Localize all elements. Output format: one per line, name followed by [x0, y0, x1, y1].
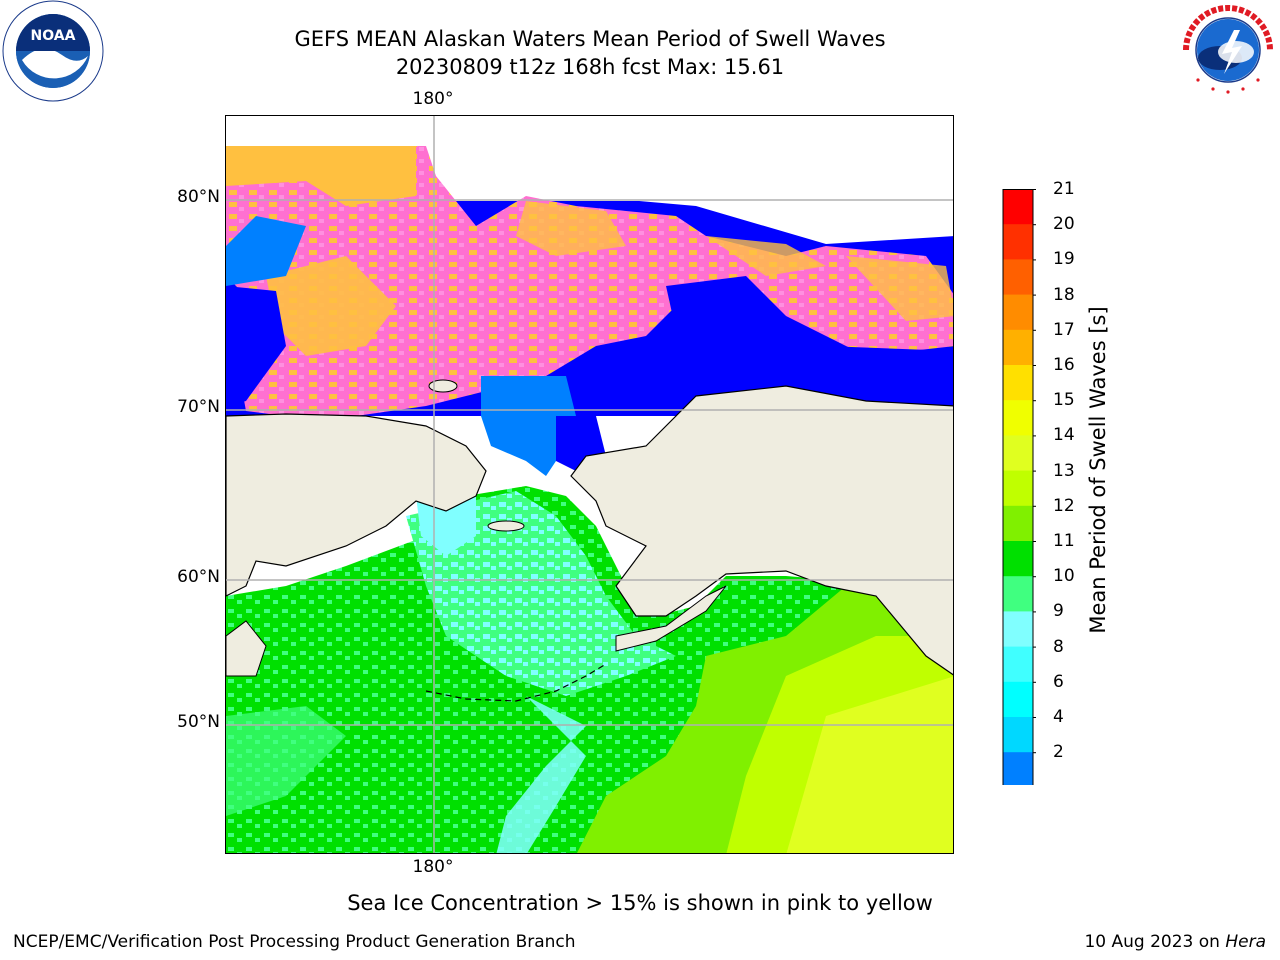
- footer-date: 10 Aug 2023 on Hera: [1084, 932, 1266, 952]
- colorbar-label: Mean Period of Swell Waves [s]: [1086, 306, 1110, 634]
- colorbar-tick-label: 14: [1053, 425, 1075, 446]
- colorbar-segment: [1003, 646, 1033, 683]
- colorbar-tick-label: 11: [1053, 531, 1075, 551]
- colorbar-tick-label: 15: [1053, 390, 1075, 411]
- colorbar-tick-label: 10: [1053, 566, 1075, 587]
- colorbar-segment: [1003, 470, 1033, 507]
- nws-logo: [1183, 5, 1273, 95]
- colorbar-segment: [1003, 189, 1033, 225]
- colorbar-tick-label: 4: [1053, 707, 1064, 727]
- colorbar-segment: [1003, 717, 1033, 753]
- colorbar-segment: [1003, 681, 1033, 718]
- colorbar-tick-label: 2: [1053, 742, 1064, 763]
- sea-ice-area: [226, 146, 953, 416]
- chukchi-sea: [481, 376, 576, 476]
- map-panel: [225, 115, 954, 854]
- colorbar-segment: [1003, 224, 1033, 260]
- footer-date-text: 10 Aug 2023 on: [1084, 932, 1226, 952]
- footer-credit: NCEP/EMC/Verification Post Processing Pr…: [13, 932, 576, 952]
- colorbar-segment: [1003, 259, 1033, 296]
- graticule: [226, 116, 953, 853]
- colorbar-segment: [1003, 435, 1033, 472]
- colorbar-segment: [1003, 611, 1033, 648]
- colorbar-tick-label: 9: [1053, 601, 1064, 622]
- colorbar-segment: [1003, 541, 1033, 577]
- colorbar-segment: [1003, 505, 1033, 542]
- colorbar-segment: [1003, 752, 1033, 785]
- lon-label-bottom: 180°: [412, 857, 454, 877]
- colorbar-tick-label: 17: [1053, 319, 1075, 340]
- lat-label-60: 60°N: [177, 567, 220, 587]
- land-alaska: [570, 385, 953, 676]
- colorbar-outline: [1002, 189, 1034, 785]
- lat-label-50: 50°N: [177, 712, 220, 732]
- colorbar-segment: [1003, 294, 1033, 331]
- colorbar-tick-label: 6: [1053, 671, 1064, 692]
- chart-subtitle: 20230809 t12z 168h fcst Max: 15.61: [395, 55, 785, 79]
- colorbar-tick-label: 18: [1053, 284, 1075, 305]
- colorbar-segment: [1003, 329, 1033, 366]
- colorbar-tick-label: 21: [1053, 179, 1075, 199]
- colorbar-tick-label: 16: [1053, 355, 1075, 375]
- lon-label-top: 180°: [412, 89, 454, 109]
- noaa-logo: NOAA: [2, 0, 104, 102]
- footer-host: Hera: [1225, 932, 1266, 952]
- map-svg: [226, 116, 953, 853]
- colorbar-tick-label: 12: [1053, 495, 1075, 516]
- colorbar-tick-label: 19: [1053, 249, 1075, 270]
- sea-ice-note: Sea Ice Concentration > 15% is shown in …: [347, 891, 933, 915]
- colorbar-segment: [1003, 365, 1033, 401]
- colorbar-segment: [1003, 576, 1033, 612]
- chart-title: GEFS MEAN Alaskan Waters Mean Period of …: [294, 27, 886, 51]
- colorbar-tick-label: 20: [1053, 214, 1075, 235]
- lat-label-70: 70°N: [177, 397, 220, 417]
- colorbar: [1002, 189, 1036, 785]
- colorbar-tick-label: 13: [1053, 460, 1075, 481]
- colorbar-segment: [1003, 400, 1033, 436]
- noaa-logo-text: NOAA: [31, 28, 76, 44]
- lat-label-80: 80°N: [177, 187, 220, 207]
- land-siberia: [226, 413, 487, 597]
- colorbar-tick-label: 8: [1053, 636, 1064, 657]
